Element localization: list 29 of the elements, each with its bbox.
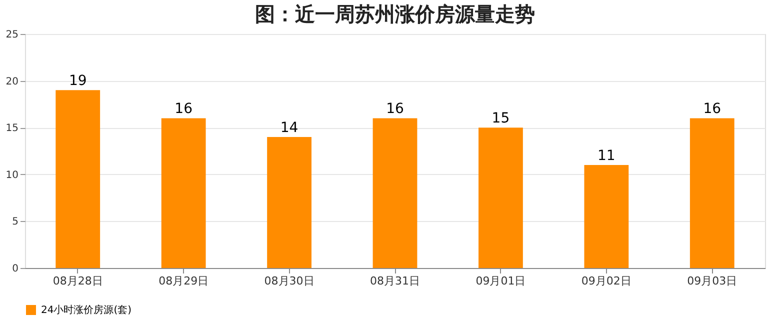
data-label: 16 bbox=[174, 101, 193, 118]
bar bbox=[690, 118, 734, 268]
x-tick-label: 09月01日 bbox=[476, 274, 526, 288]
x-tick-label: 09月03日 bbox=[687, 274, 738, 288]
chart-title: 图：近一周苏州涨价房源量走势 bbox=[255, 2, 535, 26]
legend-label: 24小时涨价房源(套) bbox=[41, 304, 132, 316]
data-label: 16 bbox=[703, 101, 722, 118]
y-tick-label: 0 bbox=[12, 264, 18, 274]
x-tick-label: 08月31日 bbox=[370, 274, 420, 288]
data-label: 11 bbox=[598, 148, 616, 164]
bar bbox=[161, 118, 206, 268]
data-label: 16 bbox=[386, 101, 404, 118]
x-tick-label: 08月30日 bbox=[264, 274, 314, 288]
y-tick-label: 20 bbox=[6, 76, 18, 88]
bar bbox=[56, 90, 100, 268]
y-tick-label: 25 bbox=[6, 30, 18, 40]
data-label: 14 bbox=[280, 120, 298, 136]
data-label: 15 bbox=[492, 110, 510, 127]
x-tick-label: 08月28日 bbox=[52, 274, 103, 288]
y-tick-label: 15 bbox=[6, 123, 18, 134]
bar bbox=[478, 128, 523, 268]
bar bbox=[372, 118, 418, 268]
x-tick-label: 08月29日 bbox=[158, 274, 209, 288]
data-label: 19 bbox=[68, 73, 87, 90]
y-tick-label: 10 bbox=[6, 170, 18, 181]
x-tick-label: 09月02日 bbox=[581, 274, 632, 288]
bar bbox=[267, 136, 312, 268]
y-tick-label: 5 bbox=[12, 216, 18, 228]
bar bbox=[584, 165, 629, 268]
